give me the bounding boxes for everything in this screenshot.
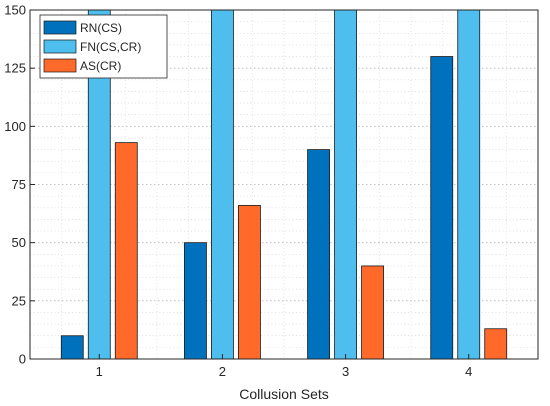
x-tick-label: 3 — [342, 364, 349, 379]
ticks-layer: 0 25 50 75 100 125 150 1 2 3 4 — [4, 3, 472, 380]
bar — [184, 242, 207, 360]
legend-label: FN(CS,CR) — [80, 40, 141, 54]
y-tick-label: 50 — [12, 235, 26, 250]
y-tick-label: 100 — [4, 119, 26, 134]
bar — [60, 335, 84, 360]
legend-label: AS(CR) — [80, 59, 121, 73]
bar — [238, 205, 261, 360]
legend-swatch — [43, 39, 77, 54]
x-axis-label: Collusion Sets — [239, 386, 329, 402]
bar — [430, 56, 454, 360]
y-tick-label: 25 — [12, 293, 26, 308]
legend: RN(CS) FN(CS,CR) AS(CR) — [39, 14, 168, 79]
y-tick-label: 0 — [19, 352, 26, 367]
legend-swatch — [43, 58, 77, 73]
legend-label: RN(CS) — [80, 21, 122, 35]
bars-layer — [60, 9, 508, 360]
x-tick-label: 4 — [465, 364, 472, 379]
legend-swatch — [43, 20, 77, 35]
bar — [114, 142, 138, 360]
bar — [361, 265, 384, 360]
y-tick-label: 150 — [4, 3, 26, 18]
y-tick-label: 75 — [12, 177, 26, 192]
bar — [457, 9, 481, 360]
y-tick-label: 125 — [4, 61, 26, 76]
bar — [211, 9, 234, 360]
x-tick-label: 1 — [96, 364, 103, 379]
bar — [484, 328, 508, 360]
bar — [307, 149, 330, 360]
bar — [334, 9, 357, 360]
x-tick-label: 2 — [219, 364, 226, 379]
